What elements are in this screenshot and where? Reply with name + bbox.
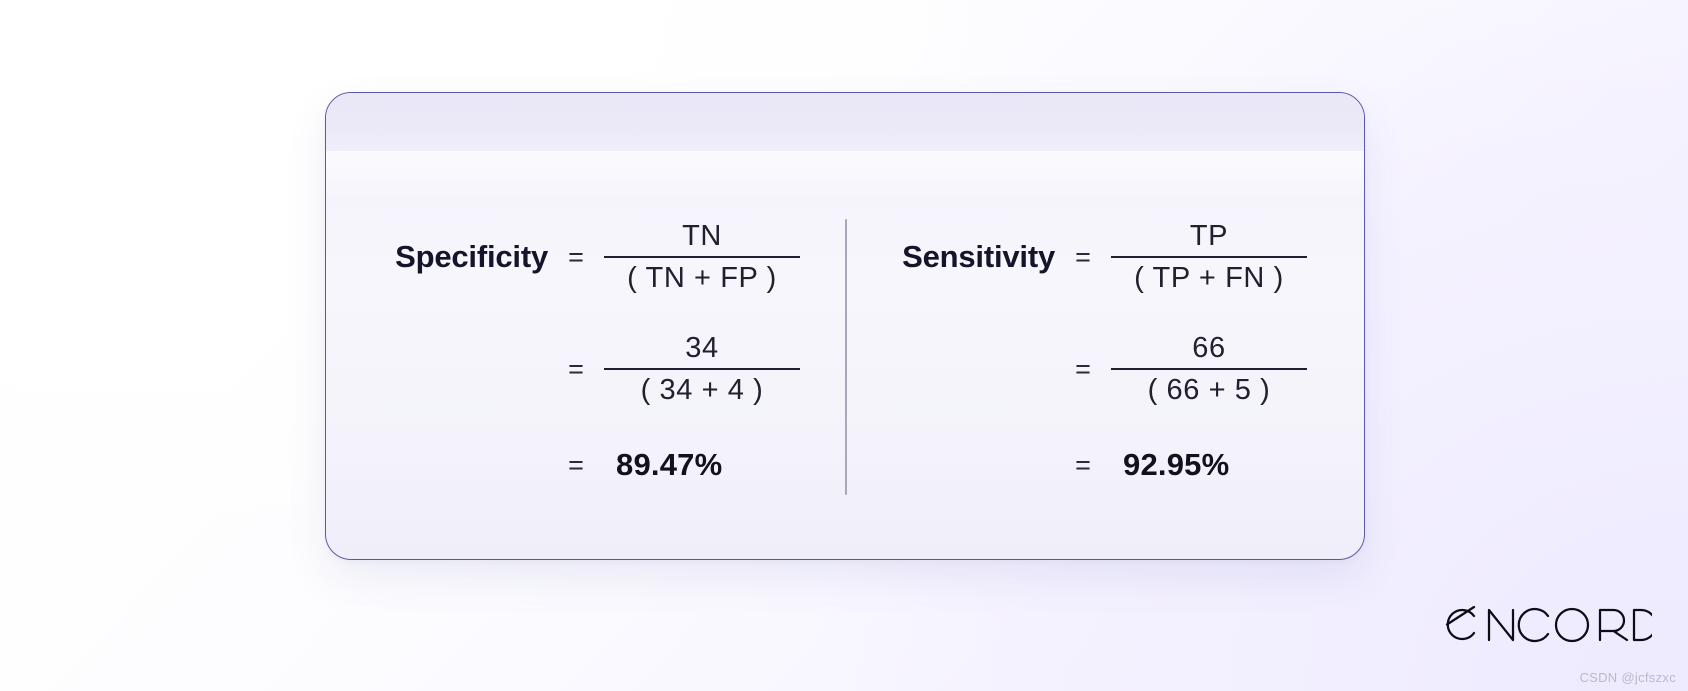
sensitivity-denominator-numeric: ( 66 + 5 ) xyxy=(1147,374,1271,406)
sensitivity-fraction-numeric: 66 ( 66 + 5 ) xyxy=(1111,331,1307,407)
specificity-fraction-symbolic: TN ( TN + FP ) xyxy=(604,219,800,295)
sensitivity-row-definition: Sensitivity = TP ( TP + FN ) xyxy=(855,203,1364,311)
formula-card: Specificity = TN ( TN + FP ) = 34 ( 34 +… xyxy=(325,92,1365,560)
sensitivity-equals-1: = xyxy=(1075,241,1091,272)
specificity-denominator-symbolic: ( TN + FP ) xyxy=(627,262,777,294)
sensitivity-fraction-symbolic: TP ( TP + FN ) xyxy=(1111,219,1307,295)
specificity-denominator-numeric: ( 34 + 4 ) xyxy=(640,374,764,406)
specificity-numerator-numeric: 34 xyxy=(685,331,719,364)
specificity-row-result: = 89.47% xyxy=(348,433,845,497)
sensitivity-row-numeric: = 66 ( 66 + 5 ) xyxy=(855,315,1364,423)
specificity-equals-2: = xyxy=(568,353,584,384)
specificity-row-definition: Specificity = TN ( TN + FP ) xyxy=(348,203,845,311)
card-sheen-strip xyxy=(326,151,1364,197)
specificity-result-value: 89.47% xyxy=(616,447,723,482)
sensitivity-equals-2: = xyxy=(1075,353,1091,384)
encord-logo xyxy=(1440,597,1652,645)
specificity-numerator-symbolic: TN xyxy=(682,219,722,252)
specificity-fraction-numeric: 34 ( 34 + 4 ) xyxy=(604,331,800,407)
sensitivity-column: Sensitivity = TP ( TP + FN ) = 66 ( 66 +… xyxy=(845,197,1364,497)
sensitivity-label: Sensitivity xyxy=(902,239,1055,274)
fraction-bar xyxy=(1111,256,1307,258)
specificity-column: Specificity = TN ( TN + FP ) = 34 ( 34 +… xyxy=(326,197,845,497)
specificity-row-numeric: = 34 ( 34 + 4 ) xyxy=(348,315,845,423)
fraction-bar xyxy=(604,256,800,258)
sensitivity-numerator-symbolic: TP xyxy=(1189,219,1229,252)
card-header-band xyxy=(326,93,1364,151)
sensitivity-equals-3: = xyxy=(1075,449,1091,480)
sensitivity-row-result: = 92.95% xyxy=(855,433,1364,497)
sensitivity-numerator-numeric: 66 xyxy=(1192,331,1226,364)
specificity-equals-3: = xyxy=(568,449,584,480)
specificity-label: Specificity xyxy=(395,239,548,274)
csdn-watermark: CSDN @jcfszxc xyxy=(1579,670,1676,685)
fraction-bar xyxy=(604,368,800,370)
specificity-equals-1: = xyxy=(568,241,584,272)
fraction-bar xyxy=(1111,368,1307,370)
sensitivity-result-value: 92.95% xyxy=(1123,447,1230,482)
column-divider xyxy=(845,219,847,495)
formula-columns: Specificity = TN ( TN + FP ) = 34 ( 34 +… xyxy=(326,197,1364,559)
sensitivity-denominator-symbolic: ( TP + FN ) xyxy=(1134,262,1284,294)
